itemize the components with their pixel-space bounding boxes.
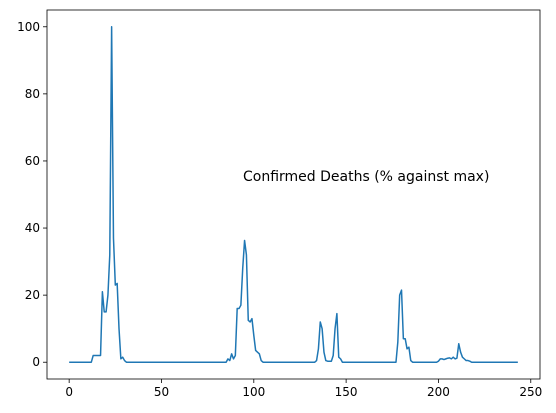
annotation: Confirmed Deaths (% against max) (243, 169, 489, 185)
x-tick-label: 50 (154, 385, 169, 399)
x-tick-label: 100 (242, 385, 265, 399)
y-tick-label: 20 (25, 288, 40, 302)
plot-frame (46, 9, 541, 380)
data-line (69, 26, 518, 363)
x-tick-label: 250 (519, 385, 542, 399)
x-tick-label: 150 (335, 385, 358, 399)
y-tick-label: 0 (32, 355, 40, 369)
y-tick-label: 60 (25, 154, 40, 168)
y-tick-label: 40 (25, 221, 40, 235)
y-tick-label: 80 (25, 87, 40, 101)
x-tick-label: 200 (427, 385, 450, 399)
x-tick-label: 0 (65, 385, 73, 399)
y-tick-label: 100 (17, 20, 40, 34)
